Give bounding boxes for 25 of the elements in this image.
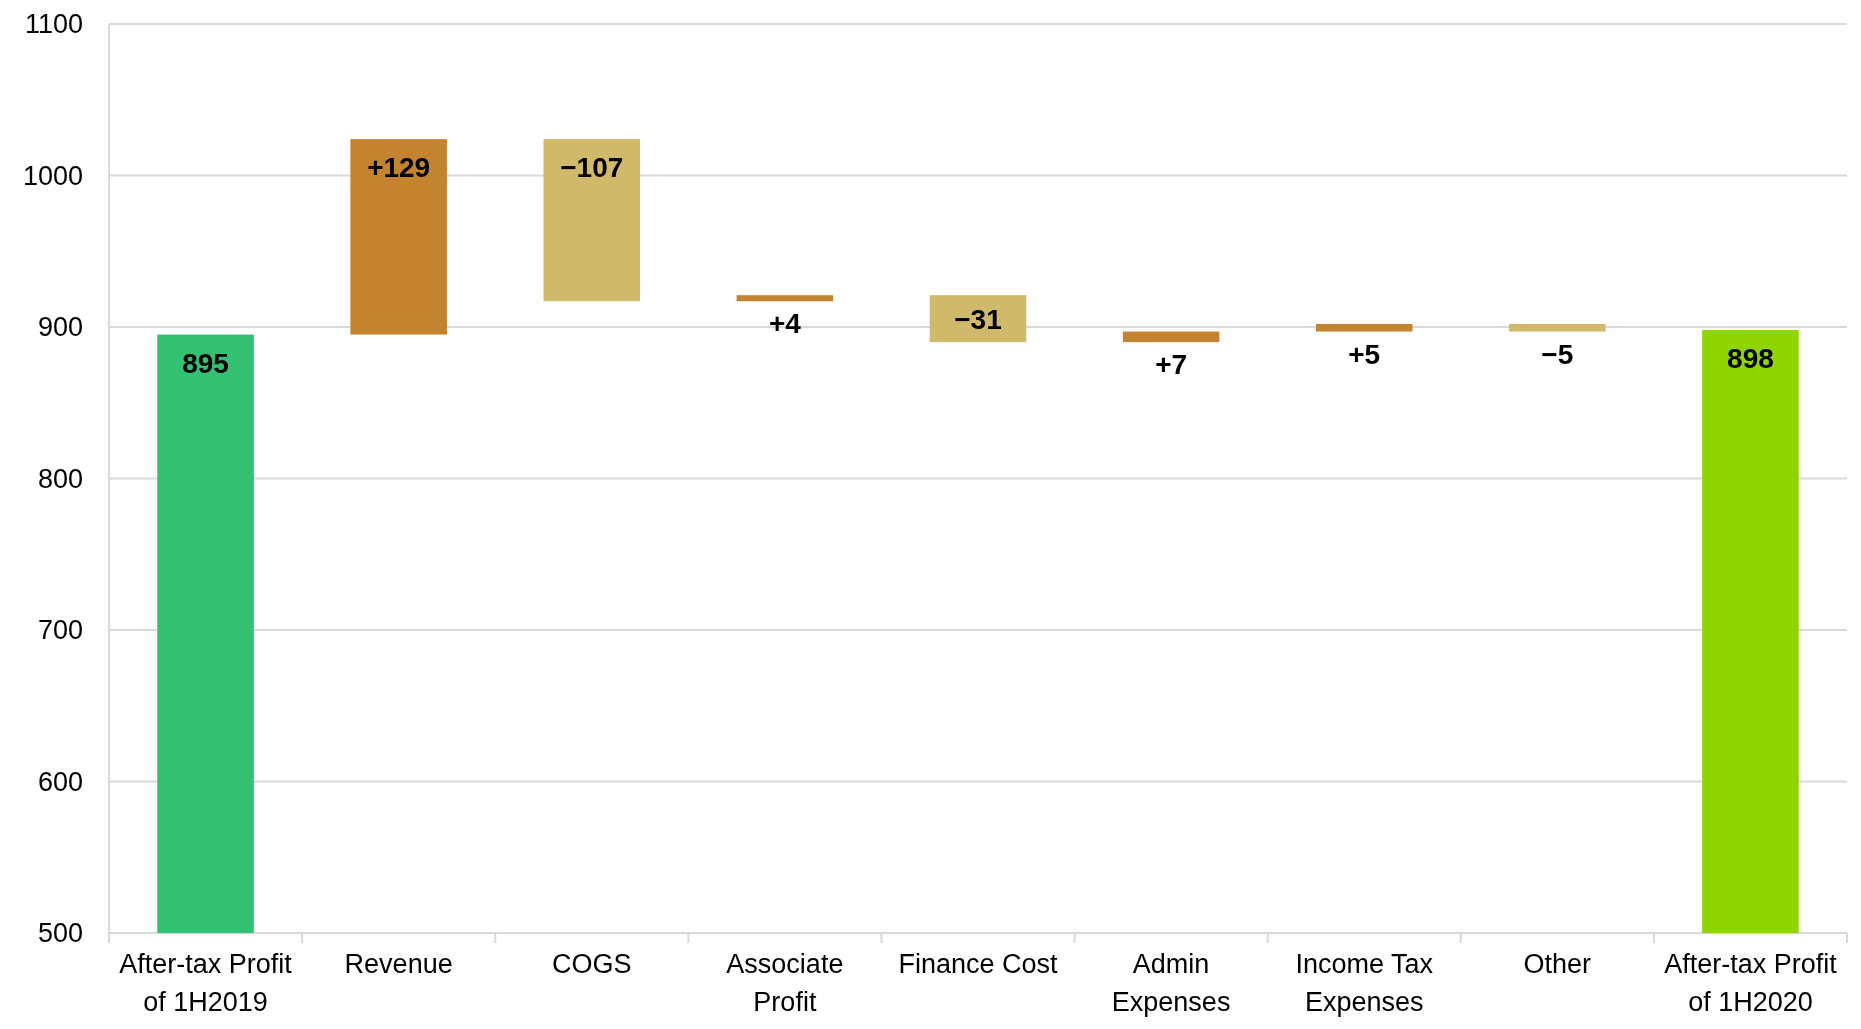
x-tick-label: Associate Profit bbox=[726, 949, 844, 1017]
x-tick-label: After-tax Profit of 1H2020 bbox=[1664, 949, 1838, 1017]
x-tick-label: Finance Cost bbox=[898, 949, 1059, 979]
y-tick-label: 1000 bbox=[22, 160, 83, 191]
data-label: 898 bbox=[1727, 343, 1774, 375]
data-label: −31 bbox=[954, 303, 1002, 335]
x-tick-label: After-tax Profit of 1H2019 bbox=[119, 949, 293, 1017]
y-tick-label: 1100 bbox=[24, 9, 83, 39]
data-label: +7 bbox=[1155, 349, 1188, 381]
y-tick-label: 500 bbox=[37, 918, 83, 948]
y-tick-label: 600 bbox=[37, 766, 83, 797]
data-label: 895 bbox=[182, 347, 229, 379]
data-label: +5 bbox=[1348, 338, 1381, 370]
data-label: −107 bbox=[560, 152, 624, 184]
x-tick-label: Other bbox=[1523, 949, 1592, 979]
y-tick-label: 900 bbox=[37, 312, 83, 342]
y-tick-label: 800 bbox=[37, 463, 83, 494]
x-tick-label: Admin Expenses bbox=[1111, 949, 1231, 1017]
data-label: −5 bbox=[1541, 338, 1574, 370]
x-tick-label: Revenue bbox=[344, 949, 453, 979]
data-label: +129 bbox=[367, 152, 431, 184]
x-tick-label: COGS bbox=[552, 949, 632, 979]
data-label: +4 bbox=[768, 308, 802, 340]
y-tick-label: 700 bbox=[37, 615, 83, 645]
x-tick-label: Income Tax Expenses bbox=[1295, 949, 1434, 1017]
